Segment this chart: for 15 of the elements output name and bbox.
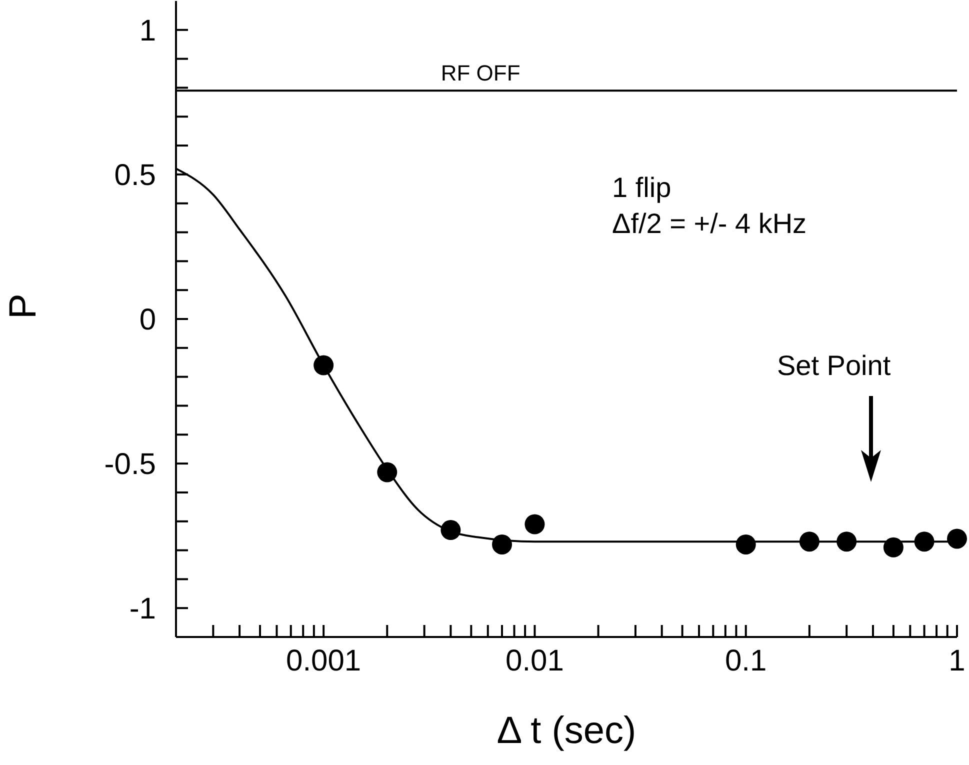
- x-tick-label: 0.01: [506, 644, 564, 678]
- ref-line-label: RF OFF: [440, 60, 520, 86]
- y-tick-label: 0: [139, 304, 156, 337]
- y-tick-label: 1: [139, 14, 156, 48]
- y-axis-title: P: [2, 294, 44, 319]
- x-tick-label: 0.1: [725, 644, 767, 678]
- x-axis-title: Δ t (sec): [496, 710, 636, 752]
- x-tick-label: 0.001: [286, 644, 362, 678]
- annotation: Set Point: [777, 350, 891, 382]
- annotation: Δf/2 = +/- 4 kHz: [612, 208, 807, 240]
- x-tick-label: 1: [948, 644, 966, 678]
- y-tick-label: -1: [129, 592, 156, 626]
- annotation: 1 flip: [612, 172, 672, 204]
- y-tick-label: -0.5: [104, 448, 156, 482]
- y-tick-label: 0.5: [114, 159, 156, 192]
